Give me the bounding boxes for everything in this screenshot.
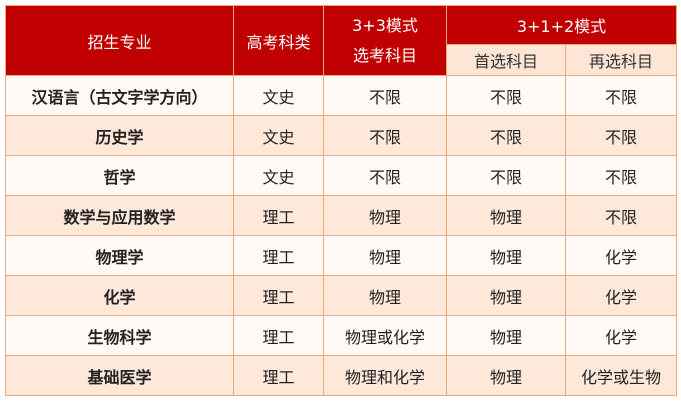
cell-second-choice: 不限: [564, 115, 678, 156]
cell-second-choice: 不限: [564, 155, 678, 196]
cell-first-choice: 物理: [446, 235, 566, 276]
table-row: 哲学 文史 不限 不限 不限: [5, 155, 678, 196]
header-mode33-top: 3+3模式: [352, 15, 418, 35]
cell-first-choice: 物理: [446, 195, 566, 236]
cell-mode33: 物理: [323, 195, 447, 236]
cell-first-choice: 物理: [446, 275, 566, 316]
cell-category: 理工: [233, 235, 324, 276]
cell-major: 化学: [5, 275, 234, 316]
cell-second-choice: 化学: [564, 315, 678, 356]
cell-mode33: 不限: [323, 75, 447, 116]
cell-first-choice: 物理: [446, 355, 566, 396]
header-second-choice: 再选科目: [564, 44, 678, 76]
table-row: 基础医学 理工 物理和化学 物理 化学或生物: [5, 355, 678, 396]
header-category: 高考科类: [233, 5, 324, 76]
cell-second-choice: 不限: [564, 195, 678, 236]
cell-category: 文史: [233, 75, 324, 116]
cell-second-choice: 不限: [564, 75, 678, 116]
header-mode33: 3+3模式 选考科目: [323, 5, 447, 76]
cell-major: 数学与应用数学: [5, 195, 234, 236]
cell-major: 哲学: [5, 155, 234, 196]
cell-mode33: 物理和化学: [323, 355, 447, 396]
cell-second-choice: 化学: [564, 275, 678, 316]
cell-mode33: 物理或化学: [323, 315, 447, 356]
cell-category: 理工: [233, 315, 324, 356]
cell-mode33: 物理: [323, 235, 447, 276]
cell-mode33: 不限: [323, 115, 447, 156]
header-first-choice: 首选科目: [446, 44, 566, 76]
cell-category: 理工: [233, 355, 324, 396]
table-row: 数学与应用数学 理工 物理 物理 不限: [5, 195, 678, 236]
cell-category: 理工: [233, 195, 324, 236]
cell-first-choice: 不限: [446, 155, 566, 196]
cell-major: 汉语言（古文字学方向）: [5, 75, 234, 116]
header-mode33-bottom: 选考科目: [352, 45, 417, 65]
cell-first-choice: 物理: [446, 315, 566, 356]
cell-first-choice: 不限: [446, 115, 566, 156]
header-mode312: 3+1+2模式: [445, 5, 678, 45]
cell-mode33: 不限: [323, 155, 447, 196]
cell-category: 文史: [233, 115, 324, 156]
cell-major: 基础医学: [5, 355, 234, 396]
cell-major: 历史学: [5, 115, 234, 156]
cell-first-choice: 不限: [446, 75, 566, 116]
cell-mode33: 物理: [323, 275, 447, 316]
cell-major: 生物科学: [5, 315, 234, 356]
table-row: 物理学 理工 物理 物理 化学: [5, 235, 678, 276]
admission-requirements-table: 招生专业 高考科类 3+3模式 选考科目 3+1+2模式 首选科目 再选科目 汉…: [5, 5, 678, 396]
table-row: 历史学 文史 不限 不限 不限: [5, 115, 678, 156]
table-row: 化学 理工 物理 物理 化学: [5, 275, 678, 316]
cell-second-choice: 化学或生物: [564, 355, 678, 396]
header-major: 招生专业: [5, 5, 234, 76]
cell-category: 理工: [233, 275, 324, 316]
table-row: 汉语言（古文字学方向） 文史 不限 不限 不限: [5, 75, 678, 116]
cell-second-choice: 化学: [564, 235, 678, 276]
cell-category: 文史: [233, 155, 324, 196]
cell-major: 物理学: [5, 235, 234, 276]
table-row: 生物科学 理工 物理或化学 物理 化学: [5, 315, 678, 356]
